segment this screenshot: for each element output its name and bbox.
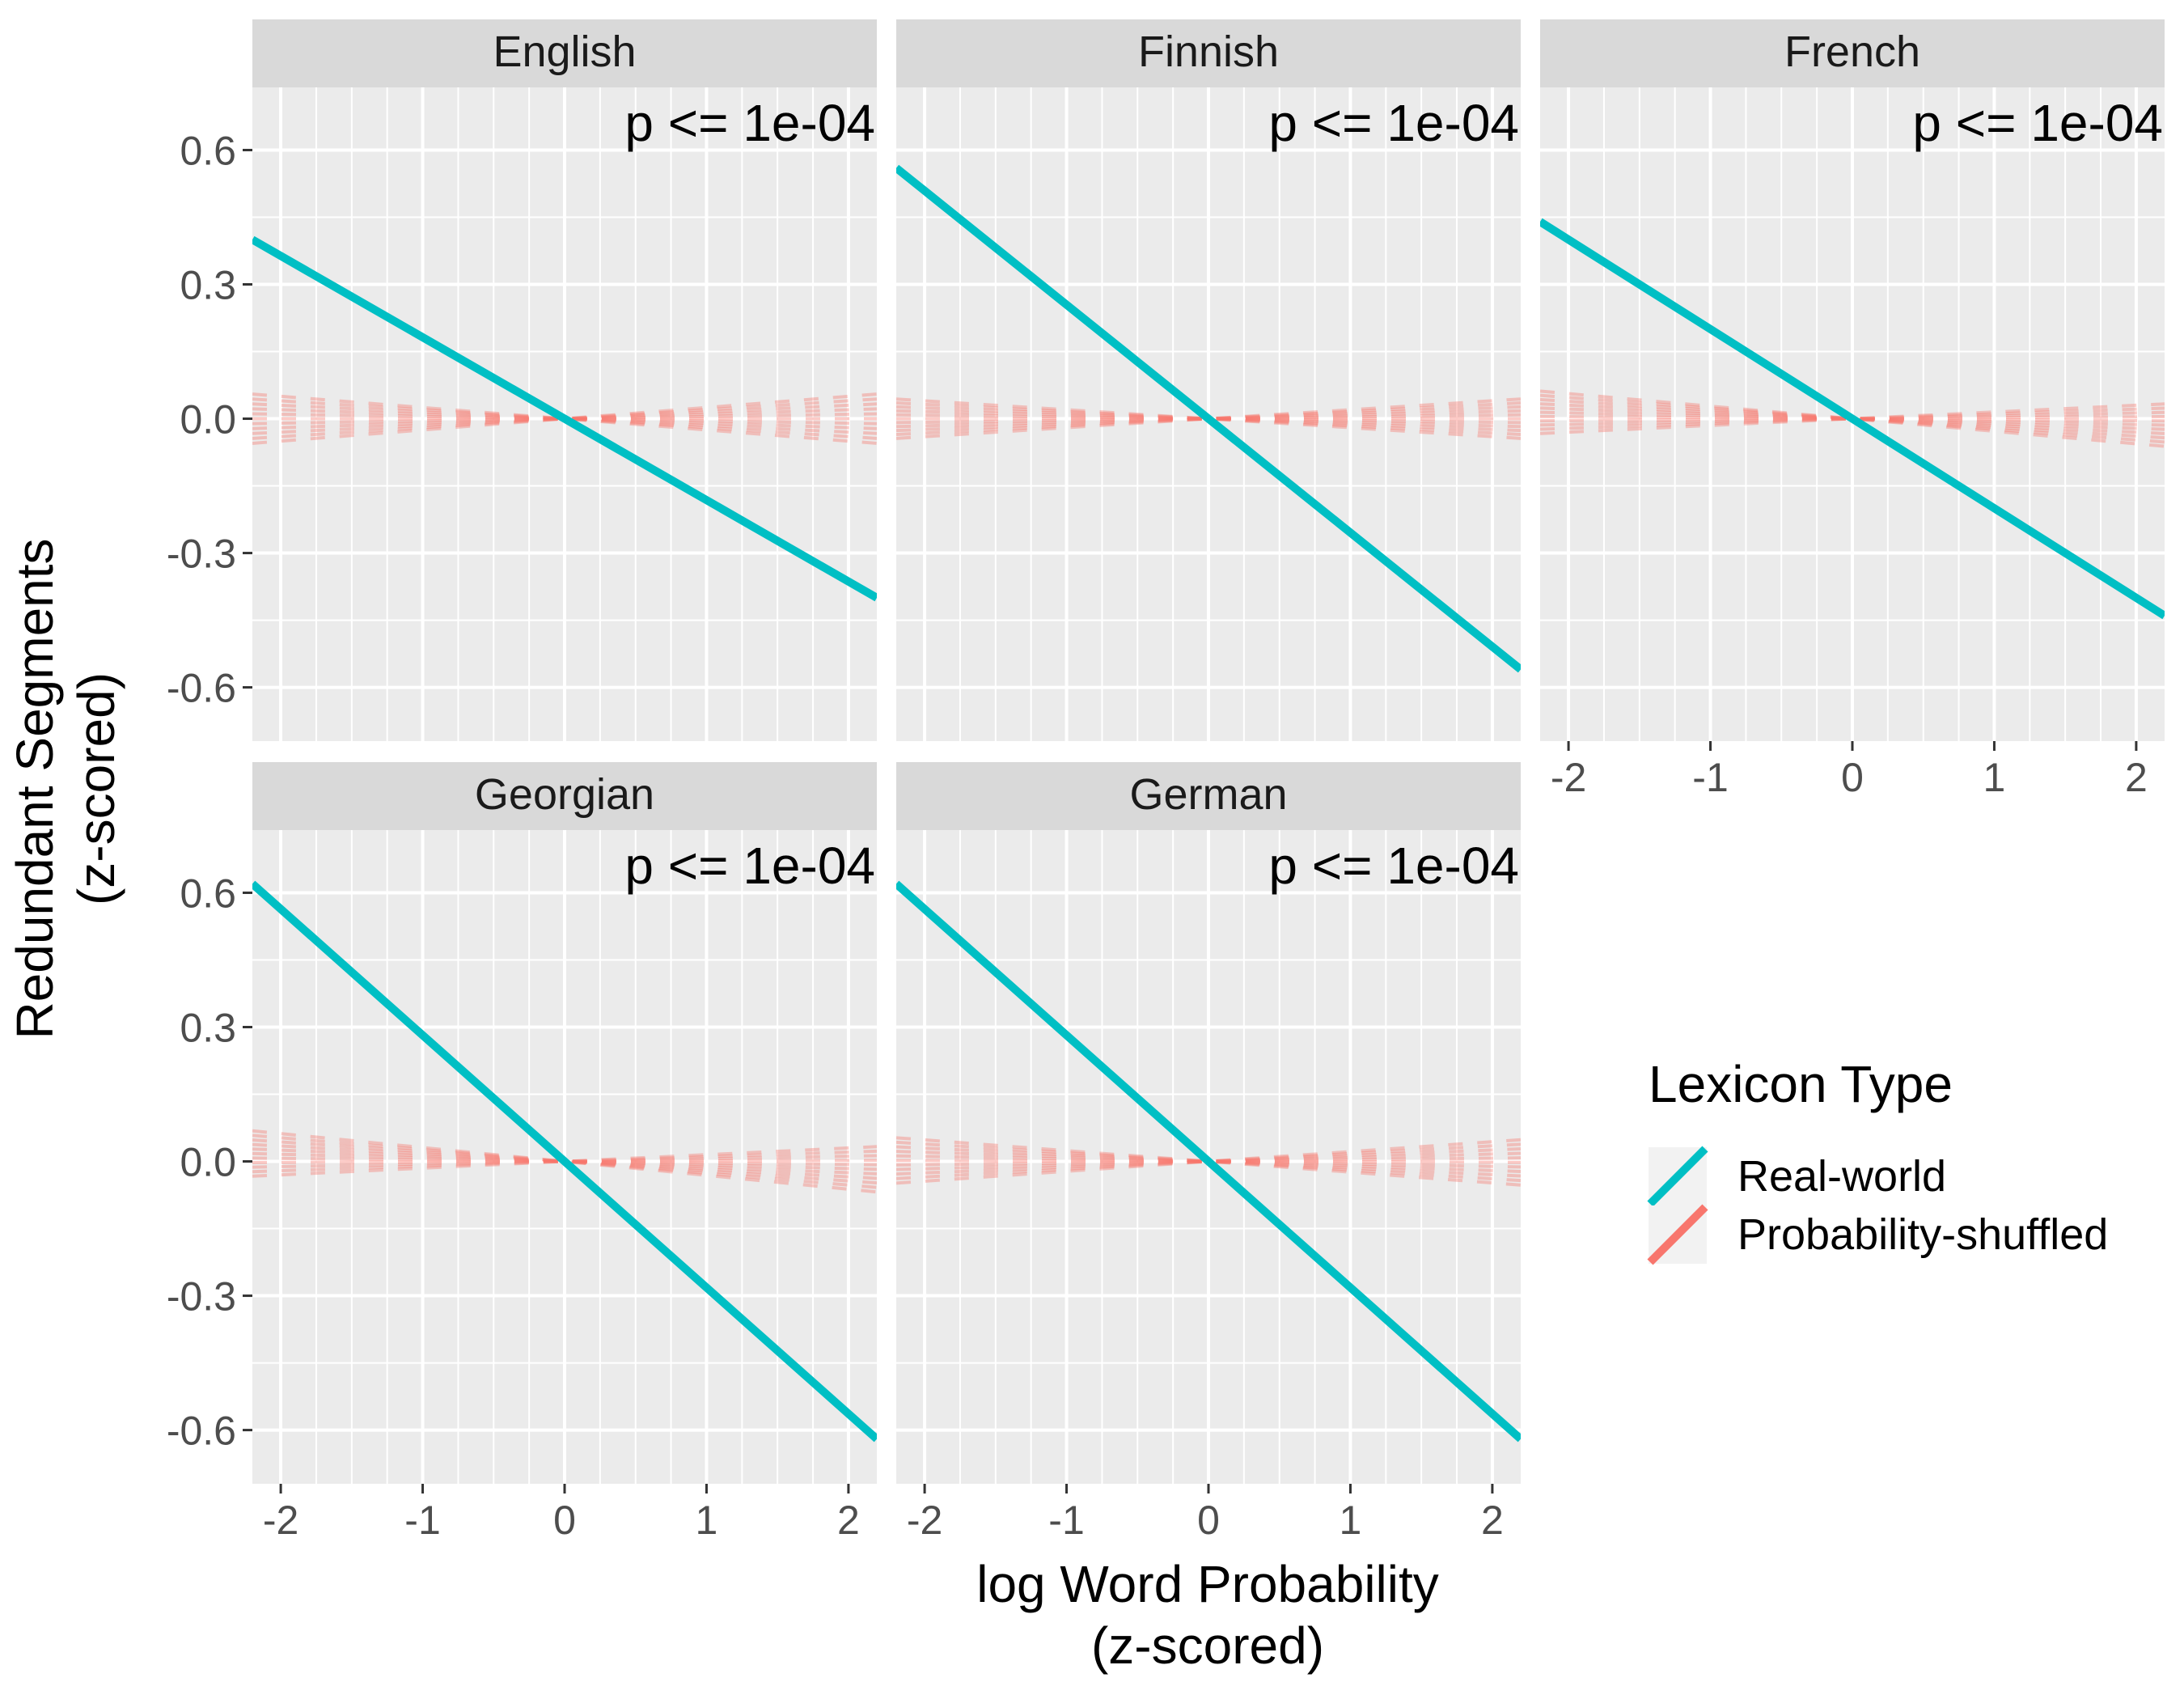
facet-strip	[252, 762, 877, 830]
facet-panel-georgian: Georgian p <= 1e-04 0.6 0.3 0.0 -0.3 -0.6 -2 -1 0…	[167, 762, 877, 1543]
facet-title: Georgian	[475, 770, 654, 819]
legend-item-probability-shuffled: Probability-shuffled	[1647, 1204, 2108, 1265]
p-value-annotation: p <= 1e-04	[1268, 837, 1519, 895]
x-tick-label: -2	[907, 1498, 942, 1543]
x-tick-label: 2	[2125, 755, 2148, 800]
y-axis-title: Redundant Segments(z-scored)	[6, 538, 125, 1039]
facet-title: Finnish	[1138, 28, 1279, 76]
x-tick-label: 1	[1340, 1498, 1362, 1543]
real-world-line	[896, 880, 1521, 1443]
facet-panel-english: English p <= 1e-04 0.6 0.3 0.0 -0.3 -0.6	[167, 19, 877, 741]
x-tick-label: -1	[1048, 1498, 1084, 1543]
facet-strip	[896, 762, 1521, 830]
real-world-line	[252, 235, 877, 602]
y-tick-label: -0.6	[167, 666, 236, 711]
x-axis-title: log Word Probability (z-scored)	[976, 1555, 1439, 1675]
facet-panel-french: French p <= 1e-04 -2 -1 0 1 2	[1540, 19, 2165, 800]
x-tick-label: -2	[263, 1498, 298, 1543]
x-tick-label: 2	[837, 1498, 860, 1543]
x-tick-label: 0	[1841, 755, 1864, 800]
legend-item-real-world: Real-world	[1647, 1146, 1946, 1207]
facet-panel-finnish: Finnish p <= 1e-04	[896, 19, 1521, 741]
x-tick-label: 1	[1983, 755, 2006, 800]
y-tick-label: 0.6	[180, 871, 236, 916]
legend-label: Real-world	[1737, 1152, 1946, 1201]
legend-title: Lexicon Type	[1649, 1055, 1953, 1113]
x-tick-label: 0	[1197, 1498, 1220, 1543]
facet-title: French	[1784, 28, 1920, 76]
y-tick-label: -0.6	[167, 1409, 236, 1454]
legend-swatch	[1647, 1204, 1708, 1265]
y-tick-label: 0.3	[180, 263, 236, 308]
facet-strip	[896, 19, 1521, 87]
legend: Lexicon Type Real-world Probability-shuff…	[1647, 1055, 2108, 1265]
x-tick-label: -1	[1692, 755, 1728, 800]
x-tick-label: 0	[553, 1498, 576, 1543]
y-tick-label: 0.0	[180, 397, 236, 443]
p-value-annotation: p <= 1e-04	[624, 94, 875, 152]
y-tick-label: -0.3	[167, 1274, 236, 1320]
facet-title: English	[493, 28, 636, 76]
y-tick-label: 0.0	[180, 1140, 236, 1185]
p-value-annotation: p <= 1e-04	[1268, 94, 1519, 152]
facet-strip	[1540, 19, 2165, 87]
x-tick-label: 2	[1481, 1498, 1504, 1543]
real-world-line	[1540, 218, 2165, 620]
p-value-annotation: p <= 1e-04	[1912, 94, 2163, 152]
x-tick-label: -2	[1551, 755, 1586, 800]
facet-strip	[252, 19, 877, 87]
facet-title: German	[1129, 770, 1287, 819]
panels-layer: English p <= 1e-04 0.6 0.3 0.0 -0.3 -0.6 Finnis…	[167, 19, 2165, 1543]
real-world-line	[252, 880, 877, 1443]
legend-label: Probability-shuffled	[1737, 1210, 2108, 1259]
real-world-line	[896, 164, 1521, 673]
p-value-annotation: p <= 1e-04	[624, 837, 875, 895]
legend-swatch	[1647, 1146, 1708, 1207]
facet-panel-german: German p <= 1e-04 -2 -1 0 1 2	[896, 762, 1521, 1543]
y-tick-label: -0.3	[167, 532, 236, 577]
x-tick-label: 1	[696, 1498, 718, 1543]
y-tick-label: 0.6	[180, 128, 236, 173]
x-tick-label: -1	[404, 1498, 440, 1543]
y-tick-label: 0.3	[180, 1006, 236, 1051]
